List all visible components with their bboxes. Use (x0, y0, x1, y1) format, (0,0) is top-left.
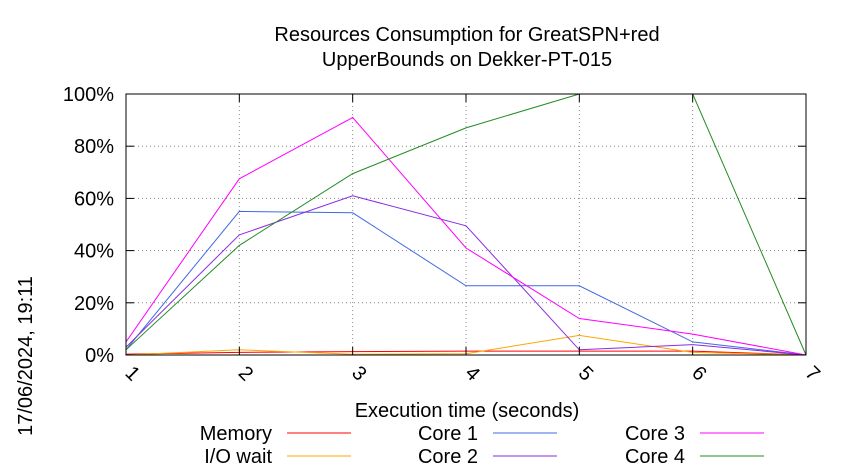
legend-label: Core 4 (625, 446, 685, 468)
legend-item-core-2: Core 2 (418, 446, 557, 468)
y-tick-label: 60% (74, 188, 114, 210)
series-line-core-2 (125, 195, 807, 356)
y-tick-label: 40% (74, 241, 114, 263)
chart-subtitle: UpperBounds on Dekker-PT-015 (322, 49, 612, 71)
legend-label: Memory (200, 423, 272, 445)
series-lines (125, 93, 807, 356)
legend-item-core-1: Core 1 (418, 423, 557, 445)
x-tick-label: 1 (121, 362, 144, 385)
legend-item-core-4: Core 4 (625, 446, 764, 468)
legend-item-i-o-wait: I/O wait (204, 446, 351, 468)
y-tick-label: 0% (85, 345, 114, 367)
x-axis-label: Execution time (seconds) (355, 400, 580, 422)
y-tick-label: 20% (74, 293, 114, 315)
y-axis: 0% 20% 40% 60% 80% 100% (63, 84, 806, 367)
grid (126, 94, 806, 355)
x-tick-label: 5 (574, 362, 597, 385)
legend-label: Core 3 (625, 423, 685, 445)
x-tick-label: 3 (347, 362, 370, 385)
legend-item-core-3: Core 3 (625, 423, 764, 445)
x-axis: 1 2 3 4 5 6 7 (121, 94, 824, 385)
legend-label: Core 2 (418, 446, 478, 468)
timestamp-label: 17/06/2024, 19:11 (15, 276, 37, 436)
series-line-core-1 (125, 210, 807, 356)
x-tick-label: 2 (234, 362, 257, 385)
x-tick-label: 4 (461, 362, 484, 385)
y-tick-label: 100% (63, 84, 114, 106)
x-tick-label: 7 (801, 362, 824, 385)
legend-label: Core 1 (418, 423, 478, 445)
series-line-core-3 (125, 116, 807, 356)
legend-item-memory: Memory (200, 423, 351, 445)
legend-label: I/O wait (204, 446, 272, 468)
chart-title: Resources Consumption for GreatSPN+red (274, 24, 659, 46)
y-tick-label: 80% (74, 136, 114, 158)
x-tick-label: 6 (687, 362, 710, 385)
